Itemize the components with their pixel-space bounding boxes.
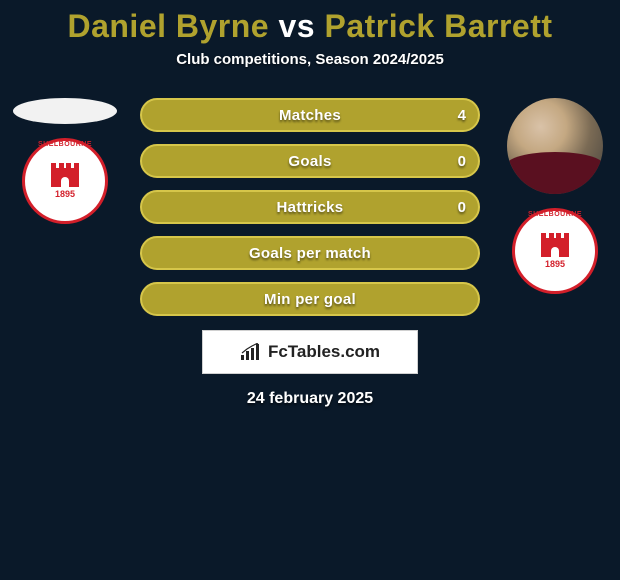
player-left-column: SHELBOURNE 1895 [10, 98, 120, 224]
player1-avatar-placeholder [13, 98, 117, 124]
date-text: 24 february 2025 [0, 390, 620, 408]
title-player2: Patrick Barrett [324, 8, 552, 44]
stat-label: Hattricks [277, 199, 344, 216]
title-vs: vs [278, 8, 315, 44]
badge-inner: 1895 [526, 222, 584, 280]
stat-value: 0 [458, 199, 466, 216]
stat-bar: Min per goal [140, 282, 480, 316]
stat-value: 0 [458, 153, 466, 170]
title-player1: Daniel Byrne [67, 8, 269, 44]
fctables-chart-icon [240, 343, 262, 361]
stat-bar: Matches 4 [140, 98, 480, 132]
stat-bar: Goals 0 [140, 144, 480, 178]
page-title: Daniel Byrne vs Patrick Barrett [0, 0, 620, 45]
comparison-area: SHELBOURNE 1895 SHELBOURNE [0, 98, 620, 408]
stat-bar: Hattricks 0 [140, 190, 480, 224]
castle-icon [51, 163, 79, 187]
player2-shirt [507, 152, 603, 194]
attribution-text: FcTables.com [268, 342, 380, 362]
badge-top-text: SHELBOURNE [22, 141, 108, 148]
player2-avatar [507, 98, 603, 194]
attribution-box: FcTables.com [202, 330, 418, 374]
castle-icon [541, 233, 569, 257]
player-right-column: SHELBOURNE 1895 [500, 98, 610, 294]
stats-list: Matches 4 Goals 0 Hattricks 0 Goals per match M… [140, 98, 480, 316]
badge-top-text: SHELBOURNE [512, 211, 598, 218]
stat-bar: Goals per match [140, 236, 480, 270]
player2-club-badge: SHELBOURNE 1895 [512, 208, 598, 294]
badge-year: 1895 [55, 189, 75, 199]
stat-label: Goals [288, 153, 331, 170]
stat-value: 4 [458, 107, 466, 124]
player1-club-badge: SHELBOURNE 1895 [22, 138, 108, 224]
badge-year: 1895 [545, 259, 565, 269]
stat-label: Goals per match [249, 245, 371, 262]
badge-inner: 1895 [36, 152, 94, 210]
subtitle: Club competitions, Season 2024/2025 [0, 51, 620, 68]
stat-label: Min per goal [264, 291, 356, 308]
stat-label: Matches [279, 107, 341, 124]
